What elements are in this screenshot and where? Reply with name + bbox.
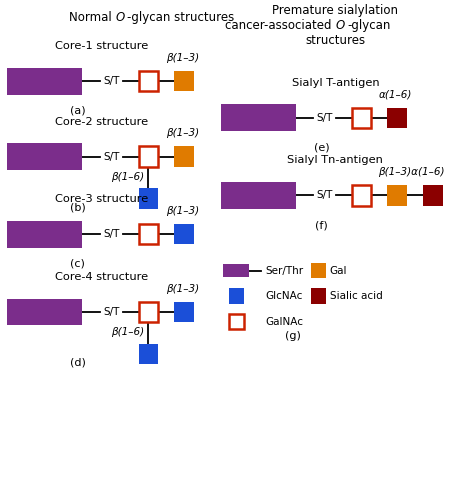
Text: (a): (a) xyxy=(70,105,85,116)
Text: β(1–6): β(1–6) xyxy=(111,327,144,338)
Bar xyxy=(8,143,82,170)
Text: O: O xyxy=(336,19,345,32)
Text: Sialic acid: Sialic acid xyxy=(330,291,383,301)
Bar xyxy=(311,263,327,278)
Text: Ser/Thr: Ser/Thr xyxy=(265,266,303,276)
Bar xyxy=(311,288,327,304)
Text: Gal: Gal xyxy=(330,266,347,276)
Text: (c): (c) xyxy=(70,258,85,269)
Bar xyxy=(423,185,443,206)
Text: GalNAc: GalNAc xyxy=(265,317,303,327)
Text: (d): (d) xyxy=(70,358,86,368)
Bar xyxy=(228,314,244,330)
Bar xyxy=(8,299,82,325)
Bar xyxy=(174,146,194,167)
Text: S/T: S/T xyxy=(317,113,333,123)
Bar xyxy=(138,224,158,245)
Bar xyxy=(352,185,372,206)
Bar xyxy=(174,224,194,245)
Text: β(1–3): β(1–3) xyxy=(165,53,199,63)
Bar xyxy=(220,182,296,209)
Bar xyxy=(352,108,372,128)
Text: Sialyl T-antigen: Sialyl T-antigen xyxy=(292,78,379,88)
Bar xyxy=(138,343,158,364)
Bar xyxy=(387,108,407,128)
Text: β(1–3): β(1–3) xyxy=(165,284,199,294)
Text: S/T: S/T xyxy=(103,76,119,86)
Bar xyxy=(220,104,296,131)
Text: S/T: S/T xyxy=(103,307,119,317)
Text: (f): (f) xyxy=(315,220,328,231)
Text: Core-3 structure: Core-3 structure xyxy=(55,194,148,204)
Text: (b): (b) xyxy=(70,203,86,213)
Text: GlcNAc: GlcNAc xyxy=(265,291,302,301)
Text: Core-4 structure: Core-4 structure xyxy=(55,272,148,282)
Bar xyxy=(138,146,158,167)
Text: S/T: S/T xyxy=(103,229,119,239)
Text: β(1–3): β(1–3) xyxy=(165,206,199,216)
Bar xyxy=(138,71,158,92)
Text: O: O xyxy=(115,11,125,24)
Bar xyxy=(8,68,82,94)
Text: β(1–3): β(1–3) xyxy=(165,128,199,138)
Text: -glycan: -glycan xyxy=(347,19,391,32)
Text: cancer-associated: cancer-associated xyxy=(225,19,336,32)
Text: Sialyl Tn-antigen: Sialyl Tn-antigen xyxy=(287,155,383,165)
Bar xyxy=(8,221,82,247)
Text: β(1–6): β(1–6) xyxy=(111,172,144,182)
Text: S/T: S/T xyxy=(103,152,119,161)
Bar xyxy=(138,302,158,322)
Text: S/T: S/T xyxy=(317,190,333,200)
Text: -glycan structures: -glycan structures xyxy=(127,11,234,24)
Text: Core-1 structure: Core-1 structure xyxy=(55,41,148,51)
Text: (g): (g) xyxy=(285,331,301,341)
Text: (e): (e) xyxy=(313,143,329,153)
Text: Normal: Normal xyxy=(69,11,115,24)
Text: Premature sialylation: Premature sialylation xyxy=(273,4,398,17)
Text: β(1–3)α(1–6): β(1–3)α(1–6) xyxy=(378,167,444,177)
Bar xyxy=(223,264,249,277)
Text: α(1–6): α(1–6) xyxy=(379,90,412,99)
Text: structures: structures xyxy=(305,33,365,47)
Bar xyxy=(228,288,244,304)
Bar xyxy=(174,71,194,92)
Bar xyxy=(138,188,158,209)
Bar xyxy=(174,302,194,322)
Bar xyxy=(387,185,407,206)
Text: Core-2 structure: Core-2 structure xyxy=(55,117,148,126)
